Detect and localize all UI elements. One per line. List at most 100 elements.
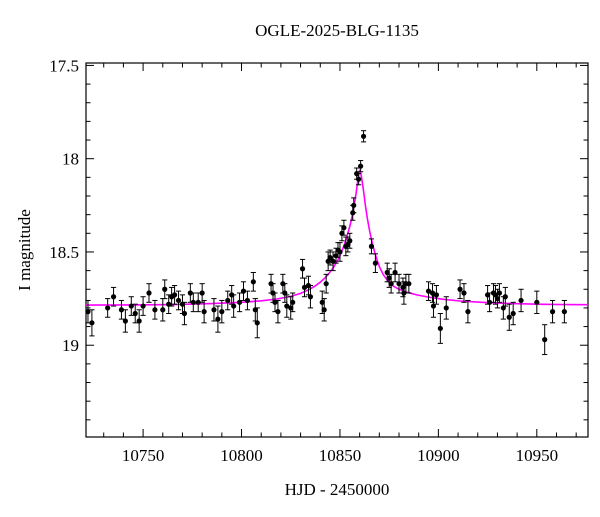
data-point-marker <box>437 325 443 332</box>
data-point <box>337 242 343 262</box>
y-tick-label: 18.5 <box>49 243 79 262</box>
data-point-marker <box>337 249 343 255</box>
data-point-marker <box>171 292 178 298</box>
data-point-marker <box>406 281 412 287</box>
data-point <box>330 251 336 272</box>
data-point-marker <box>219 309 225 315</box>
data-point <box>175 290 182 311</box>
data-point-marker <box>181 310 188 317</box>
data-point <box>211 298 217 322</box>
y-axis-label: I magnitude <box>15 209 34 291</box>
data-point-marker <box>356 176 362 182</box>
y-tick-label: 19 <box>62 336 79 355</box>
data-point <box>195 292 201 313</box>
data-point-marker <box>128 303 134 309</box>
data-point <box>128 296 134 316</box>
data-point-marker <box>110 294 117 300</box>
data-point-marker <box>244 297 251 304</box>
data-point-marker <box>429 290 436 296</box>
data-point-marker <box>465 309 471 315</box>
data-point <box>236 292 243 313</box>
data-point <box>549 299 556 324</box>
data-point <box>301 277 308 298</box>
data-point <box>347 232 353 249</box>
data-point <box>146 283 152 303</box>
data-point <box>231 294 237 318</box>
data-point <box>201 299 207 324</box>
data-point <box>433 285 440 305</box>
data-point-marker <box>166 301 172 307</box>
data-point <box>299 258 306 279</box>
data-point-marker <box>272 299 278 305</box>
data-point-marker <box>549 309 556 315</box>
data-point-marker <box>368 243 375 249</box>
data-point-marker <box>284 303 290 309</box>
data-point-marker <box>339 230 345 236</box>
axis-ticks <box>86 63 588 437</box>
data-point-marker <box>236 299 243 305</box>
data-point-marker <box>386 275 392 281</box>
x-tick-label: 10850 <box>319 446 362 465</box>
data-point-marker <box>152 307 158 313</box>
data-point <box>140 296 146 316</box>
data-point-marker <box>347 238 353 244</box>
data-point-marker <box>299 266 306 272</box>
data-point-marker <box>486 299 493 305</box>
data-point <box>152 299 158 320</box>
data-point <box>486 292 493 313</box>
data-point <box>132 303 138 324</box>
model-curve-layer <box>85 169 589 306</box>
data-point <box>275 299 281 324</box>
data-point <box>122 309 128 333</box>
data-point <box>437 313 443 344</box>
data-point-marker <box>321 307 327 313</box>
data-point-marker <box>500 305 506 311</box>
data-point-marker <box>392 269 398 276</box>
data-point <box>461 283 467 303</box>
data-point-marker <box>323 281 329 287</box>
data-point <box>169 286 175 307</box>
x-tick-label: 10800 <box>220 446 263 465</box>
data-point <box>89 309 95 337</box>
data-point <box>388 273 394 294</box>
data-point <box>284 294 290 318</box>
data-point-marker <box>201 309 207 315</box>
data-point-marker <box>518 297 524 304</box>
data-point-marker <box>282 290 288 296</box>
data-point-marker <box>179 301 186 307</box>
data-point <box>465 299 471 324</box>
data-point-marker <box>118 307 125 313</box>
data-point-marker <box>250 279 256 285</box>
data-point-marker <box>140 303 146 309</box>
data-point-marker <box>430 303 437 309</box>
data-point <box>368 238 375 255</box>
data-point <box>457 279 463 300</box>
data-point-marker <box>252 307 258 313</box>
data-point <box>341 219 347 236</box>
data-point-marker <box>534 299 540 305</box>
data-point <box>321 298 327 322</box>
model-curve <box>85 169 589 306</box>
data-point <box>105 298 111 318</box>
data-point-marker <box>240 288 247 294</box>
data-point <box>181 301 188 326</box>
data-point-marker <box>327 254 333 261</box>
data-point-marker <box>351 202 357 208</box>
data-point-marker <box>461 290 467 296</box>
data-point-marker <box>132 310 138 317</box>
data-point-marker <box>319 299 325 305</box>
data-point <box>510 301 516 326</box>
data-point-marker <box>275 309 281 315</box>
data-point-marker <box>307 294 314 300</box>
data-point-marker <box>288 305 294 311</box>
data-point-marker <box>211 307 217 313</box>
data-point-marker <box>190 299 196 305</box>
data-point <box>360 130 367 143</box>
data-point-marker <box>136 318 142 324</box>
axis-tick-labels: 10750 10800 10850 10900 10950 17.5 18 18.5 19 <box>49 56 558 465</box>
data-point <box>396 273 402 294</box>
data-point-marker <box>360 133 367 139</box>
data-point <box>254 307 260 339</box>
